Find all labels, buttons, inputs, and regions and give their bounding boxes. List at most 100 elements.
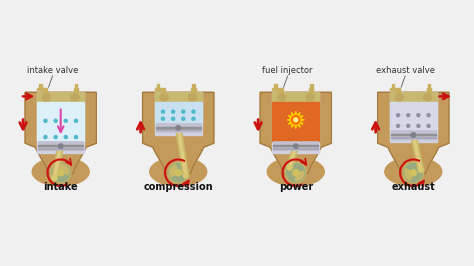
Bar: [192, 84, 195, 90]
Circle shape: [74, 119, 77, 122]
Circle shape: [407, 114, 410, 117]
Circle shape: [168, 163, 188, 183]
Text: power: power: [279, 182, 313, 192]
Bar: [37, 92, 84, 153]
Wedge shape: [405, 169, 413, 180]
Circle shape: [286, 163, 306, 183]
Circle shape: [427, 114, 430, 117]
Wedge shape: [61, 165, 69, 174]
Circle shape: [169, 164, 187, 182]
Text: compression: compression: [144, 182, 213, 192]
Bar: [155, 88, 161, 90]
Bar: [273, 88, 278, 90]
Bar: [39, 84, 42, 90]
Bar: [191, 88, 196, 92]
Circle shape: [172, 110, 175, 113]
Bar: [310, 84, 312, 90]
Bar: [157, 84, 159, 90]
Bar: [38, 148, 83, 149]
Circle shape: [52, 176, 57, 180]
Bar: [273, 92, 319, 153]
Wedge shape: [296, 171, 304, 181]
Ellipse shape: [267, 157, 324, 186]
Bar: [38, 141, 83, 150]
Bar: [273, 145, 318, 146]
Ellipse shape: [395, 94, 403, 101]
Circle shape: [44, 119, 47, 122]
Circle shape: [162, 117, 164, 120]
Circle shape: [176, 126, 181, 130]
Circle shape: [54, 136, 57, 139]
Circle shape: [419, 168, 423, 172]
Bar: [75, 84, 77, 90]
Circle shape: [294, 118, 298, 122]
Bar: [273, 92, 319, 102]
Circle shape: [397, 114, 400, 117]
Ellipse shape: [42, 94, 51, 101]
Bar: [309, 88, 313, 92]
Circle shape: [58, 170, 64, 176]
Bar: [37, 102, 84, 141]
Circle shape: [54, 119, 57, 122]
Circle shape: [287, 165, 292, 170]
Bar: [390, 102, 437, 130]
Bar: [273, 102, 319, 141]
Circle shape: [192, 110, 195, 113]
Bar: [155, 92, 201, 135]
Bar: [427, 88, 430, 92]
Ellipse shape: [385, 157, 442, 186]
Polygon shape: [25, 92, 96, 174]
Bar: [392, 84, 394, 90]
Circle shape: [293, 144, 298, 148]
Polygon shape: [378, 92, 449, 174]
Circle shape: [404, 164, 422, 182]
Circle shape: [411, 133, 416, 137]
Circle shape: [192, 117, 195, 120]
Circle shape: [410, 170, 416, 176]
Circle shape: [52, 164, 70, 182]
Circle shape: [417, 124, 420, 127]
Bar: [391, 136, 436, 138]
Bar: [38, 145, 83, 146]
Bar: [391, 130, 436, 139]
Bar: [390, 92, 437, 142]
Bar: [44, 88, 47, 92]
Bar: [278, 88, 283, 92]
Wedge shape: [170, 165, 178, 177]
Bar: [37, 88, 44, 90]
Bar: [396, 88, 400, 92]
Text: intake valve: intake valve: [27, 66, 78, 75]
Circle shape: [64, 119, 67, 122]
Circle shape: [182, 117, 185, 120]
Ellipse shape: [32, 157, 89, 186]
Bar: [273, 141, 318, 150]
Circle shape: [292, 116, 300, 124]
Bar: [155, 102, 201, 123]
Bar: [391, 134, 436, 135]
Circle shape: [175, 170, 181, 176]
Ellipse shape: [277, 94, 286, 101]
Bar: [390, 88, 396, 90]
Circle shape: [182, 110, 185, 113]
Text: exhaust: exhaust: [392, 182, 435, 192]
Ellipse shape: [423, 94, 432, 101]
Bar: [155, 92, 201, 102]
Ellipse shape: [71, 94, 79, 101]
Bar: [273, 148, 318, 149]
Bar: [156, 123, 201, 132]
Circle shape: [407, 124, 410, 127]
Circle shape: [293, 170, 299, 176]
Circle shape: [397, 124, 400, 127]
Polygon shape: [143, 92, 214, 174]
Text: exhaust valve: exhaust valve: [376, 66, 435, 75]
Bar: [74, 88, 78, 92]
Circle shape: [417, 114, 420, 117]
Circle shape: [403, 163, 423, 183]
Bar: [161, 88, 165, 92]
Circle shape: [287, 164, 305, 182]
Circle shape: [51, 163, 71, 183]
Text: intake: intake: [44, 182, 78, 192]
Ellipse shape: [188, 94, 197, 101]
Circle shape: [74, 136, 77, 139]
Circle shape: [183, 173, 188, 178]
